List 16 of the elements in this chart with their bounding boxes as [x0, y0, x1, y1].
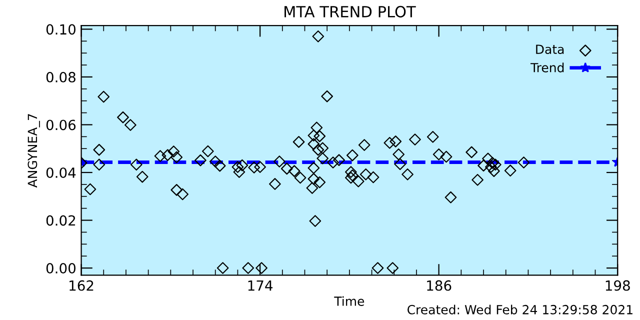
y-tick-label: 0.08 [46, 72, 76, 82]
y-tick-label: 0.06 [46, 120, 76, 130]
chart-title: MTA TREND PLOT [284, 6, 416, 18]
text: Created: Wed Feb 24 13:29:58 2021 [408, 304, 632, 314]
x-axis-title: Time [334, 296, 364, 306]
y-tick-label: 0.04 [46, 167, 76, 178]
y-tick-label: 0.00 [46, 263, 76, 274]
y-tick-label: 0.10 [46, 24, 76, 35]
x-tick-label: 186 [427, 280, 452, 291]
y-tick-label: 0.02 [46, 215, 76, 226]
legend-label: Trend [530, 62, 564, 72]
y-axis-title: ANGYNEA_7 [28, 114, 40, 188]
x-tick-label: 174 [248, 280, 273, 291]
legend-label: Data [536, 44, 564, 54]
x-tick-label: 198 [606, 280, 630, 291]
x-tick-label: 162 [70, 280, 94, 291]
